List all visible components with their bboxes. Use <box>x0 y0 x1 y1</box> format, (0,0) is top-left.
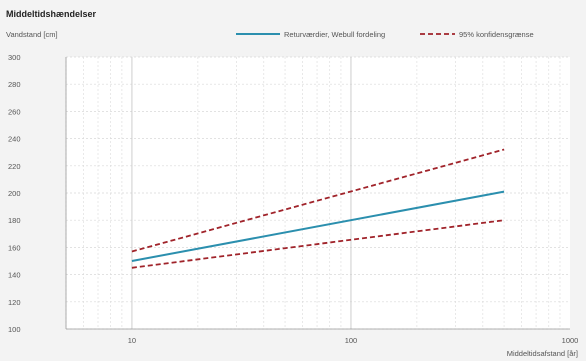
x-tick-label: 10 <box>128 336 136 345</box>
grid <box>65 56 570 330</box>
x-tick-label: 1000 <box>562 336 579 345</box>
y-tick-label: 260 <box>8 107 21 116</box>
y-axis-label: Vandstand [cm] <box>6 30 58 39</box>
legend-label-1: 95% konfidensgrænse <box>459 30 534 39</box>
y-tick-label: 200 <box>8 189 21 198</box>
y-tick-label: 300 <box>8 53 21 62</box>
y-tick-label: 140 <box>8 271 21 280</box>
series-line-1 <box>131 148 505 253</box>
y-tick-label: 240 <box>8 135 21 144</box>
y-tick-label: 120 <box>8 298 21 307</box>
y-tick-label: 280 <box>8 80 21 89</box>
y-tick-label: 160 <box>8 243 21 252</box>
y-tick-label: 100 <box>8 325 21 334</box>
y-tick-label: 220 <box>8 162 21 171</box>
chart-title: Middeltidshændelser <box>6 9 97 19</box>
x-tick-label: 100 <box>345 336 358 345</box>
series-group <box>131 148 505 269</box>
legend: Returværdier, Webull fordeling 95% konfid… <box>236 30 534 39</box>
series-line-2 <box>131 219 505 269</box>
series-line-0 <box>131 190 505 262</box>
axes: 100 120 140 160 180 200 220 240 260 280 300 10 100 10… <box>8 53 578 345</box>
y-tick-label: 180 <box>8 216 21 225</box>
x-axis-label: Middeltidsafstand [år] <box>507 349 578 358</box>
legend-label-0: Returværdier, Webull fordeling <box>284 30 385 39</box>
